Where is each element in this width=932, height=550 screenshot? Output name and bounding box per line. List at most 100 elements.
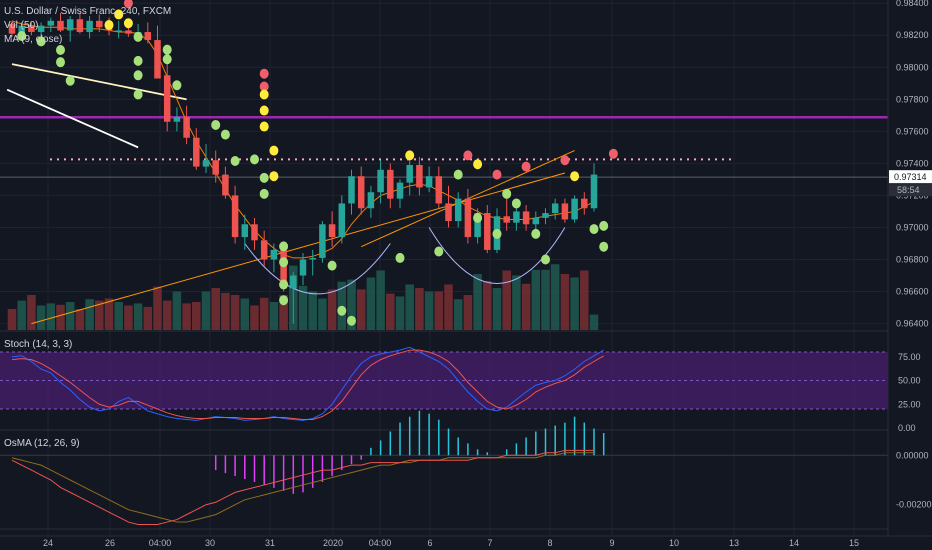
candle-body [357, 176, 365, 209]
stoch-label[interactable]: Stoch (14, 3, 3) [4, 339, 73, 350]
volume-bar [46, 303, 56, 330]
ma-indicator-label[interactable]: MA (9, close) [4, 34, 63, 45]
candle-body [241, 224, 249, 238]
current-price-tag [889, 170, 932, 184]
volume-bar [483, 281, 492, 330]
candle-body [454, 198, 462, 222]
volume-bar [560, 274, 570, 330]
volume-bar [395, 296, 405, 330]
time-tick-label: 13 [729, 538, 739, 548]
volume-bar [182, 303, 191, 330]
volume-bar [221, 292, 230, 330]
candle-body [561, 203, 569, 220]
signal-dot [259, 81, 269, 92]
volume-bar [27, 295, 36, 330]
volume-bar [434, 291, 444, 330]
signal-dot [453, 169, 463, 180]
signal-dot [36, 36, 46, 47]
candle-body [551, 203, 559, 214]
volume-bar [298, 285, 308, 330]
signal-dot [492, 228, 502, 239]
signal-dot [279, 241, 289, 252]
time-tick-label: 8 [547, 538, 552, 548]
signal-dot [434, 246, 444, 257]
signal-dot [463, 150, 473, 161]
countdown-text: 58:54 [897, 185, 920, 195]
volume-bar [104, 298, 114, 330]
volume-bar [318, 298, 327, 330]
candle-body [425, 176, 433, 188]
volume-bar [405, 284, 414, 330]
osma-pane [0, 410, 888, 526]
signal-dot [492, 169, 502, 180]
volume-bar [492, 288, 502, 330]
osma-label[interactable]: OsMA (12, 26, 9) [4, 438, 80, 449]
candle-body [222, 174, 229, 196]
price-tick-label: 0.98000 [896, 62, 929, 72]
volume-bar [114, 302, 123, 330]
time-tick-label: 24 [43, 538, 53, 548]
cup-curve [428, 227, 566, 284]
signal-dot [259, 105, 269, 116]
time-tick-label: 10 [669, 538, 679, 548]
signal-dot [473, 212, 483, 223]
axis-background [888, 0, 932, 550]
trendline [31, 172, 566, 325]
candle-body [37, 25, 45, 33]
signal-dot [599, 241, 609, 252]
candle-body [590, 174, 598, 209]
time-tick-label: 31 [265, 538, 275, 548]
signal-dot [347, 315, 356, 326]
candle-body [96, 20, 103, 28]
candle-body [406, 165, 413, 183]
trendline [11, 63, 187, 101]
countdown-tag [889, 184, 932, 197]
volume-bar [211, 288, 220, 330]
stoch-pane [0, 346, 888, 421]
volume-bar [550, 264, 560, 330]
signal-dot [560, 155, 570, 166]
trendlines[interactable] [6, 63, 575, 325]
volume-bar [172, 291, 182, 330]
price-tick-label: 0.98400 [896, 0, 929, 8]
candle-body [435, 176, 443, 204]
volume-bars [7, 264, 599, 330]
volume-bar [259, 297, 269, 330]
signal-dot [473, 159, 483, 170]
candle-body [464, 198, 472, 238]
volume-bar [192, 302, 201, 330]
signal-dots [17, 0, 618, 326]
volume-bar [473, 274, 482, 330]
signal-dot [279, 295, 289, 306]
signal-dot [327, 260, 337, 271]
price-axis[interactable]: 0.98400 0.98200 0.98000 0.97800 0.97600 0.974… [887, 0, 932, 550]
candle-body [47, 20, 55, 26]
signal-dot [250, 154, 259, 165]
candle-body [183, 116, 190, 138]
volume-indicator-label[interactable]: Vol (50) [4, 20, 39, 31]
price-tick-label: 0.98200 [896, 30, 929, 40]
volume-bar [308, 291, 317, 330]
volume-bar [162, 300, 172, 330]
stoch-tick-label: 50.00 [898, 376, 921, 386]
volume-bar [521, 283, 531, 330]
signal-dot [541, 254, 550, 265]
volume-bar [269, 302, 279, 330]
volume-bar [589, 314, 599, 330]
volume-bar [386, 293, 395, 330]
time-tick-label: 2020 [323, 538, 343, 548]
candle-body [154, 40, 161, 79]
signal-dot [17, 31, 27, 42]
signal-dot [570, 171, 580, 182]
time-axis[interactable]: 24 26 04:00 30 31 2020 04:00 6 7 8 9 10 13 14 15 [0, 535, 932, 550]
candle-body [503, 216, 510, 223]
signal-dot [259, 89, 269, 100]
signal-dot [133, 31, 143, 42]
candle-body [57, 20, 64, 31]
candle-body [581, 198, 588, 209]
signal-dot [279, 279, 289, 290]
signal-dot [230, 155, 240, 166]
stoch-tick-label: 75.00 [898, 352, 921, 362]
